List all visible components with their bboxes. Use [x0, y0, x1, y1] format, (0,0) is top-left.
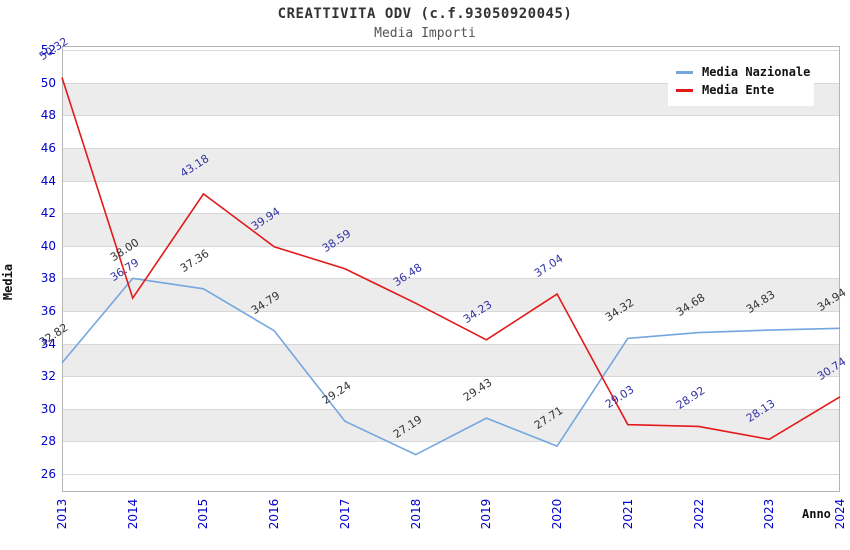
legend-swatch-media-nazionale-icon — [676, 70, 693, 74]
series-line-media-ente — [61, 77, 841, 441]
x-tick-label: 2019 — [479, 498, 494, 530]
x-tick-label: 2023 — [762, 498, 777, 530]
legend: Media Nazionale Media Ente — [668, 56, 814, 106]
y-tick-label: 44 — [40, 173, 56, 188]
series-line-media-nazionale — [61, 277, 841, 456]
y-tick-label: 50 — [40, 75, 56, 90]
x-axis-title: Anno — [802, 507, 831, 521]
y-gridline — [62, 82, 840, 84]
y-gridline — [62, 441, 840, 443]
y-gridline — [62, 245, 840, 247]
chart-title: CREATTIVITA ODV (c.f.93050920045) — [277, 6, 573, 22]
y-gridline — [62, 180, 840, 182]
y-tick-label: 30 — [40, 401, 56, 416]
y-tick-label: 36 — [40, 303, 56, 318]
plot-band — [62, 343, 840, 377]
y-tick-label: 38 — [40, 271, 56, 286]
x-tick-label: 2015 — [196, 498, 211, 530]
x-tick-label: 2018 — [408, 498, 423, 530]
y-gridline — [62, 310, 840, 312]
x-tick-label: 2024 — [833, 498, 847, 530]
plot-border — [62, 46, 840, 492]
y-axis-title: Media — [1, 263, 15, 301]
y-tick-label: 28 — [40, 434, 56, 449]
plot-band — [62, 278, 840, 311]
y-gridline — [62, 115, 840, 117]
x-tick-label: 2021 — [620, 498, 635, 530]
y-tick-label: 32 — [40, 369, 56, 384]
x-tick-label: 2022 — [691, 498, 706, 530]
x-tick-label: 2017 — [337, 498, 352, 530]
legend-label-media-ente: Media Ente — [702, 83, 775, 97]
y-tick-label: 46 — [40, 140, 56, 155]
y-gridline — [62, 474, 840, 476]
plot-band — [62, 147, 840, 181]
y-gridline — [62, 147, 840, 149]
y-tick-label: 40 — [40, 238, 56, 253]
y-tick-label: 42 — [40, 206, 56, 221]
legend-swatch-media-ente-icon — [676, 88, 693, 92]
x-tick-label: 2014 — [125, 498, 140, 530]
y-tick-label: 26 — [40, 467, 56, 482]
y-gridline — [62, 376, 840, 378]
plot-band — [62, 213, 840, 246]
x-tick-label: 2016 — [267, 498, 282, 530]
y-gridline — [62, 213, 840, 215]
legend-item-media-nazionale: Media Nazionale — [676, 63, 810, 81]
legend-item-media-ente: Media Ente — [676, 81, 806, 99]
y-tick-label: 52 — [40, 43, 56, 58]
x-tick-label: 2013 — [55, 498, 69, 530]
x-tick-label: 2020 — [550, 498, 565, 530]
legend-label-media-nazionale: Media Nazionale — [702, 65, 811, 79]
chart-subtitle: Media Importi — [374, 26, 476, 41]
y-gridline — [62, 408, 840, 410]
y-gridline — [62, 343, 840, 345]
y-tick-label: 34 — [40, 336, 56, 351]
y-gridline — [62, 50, 840, 52]
y-tick-label: 48 — [40, 108, 56, 123]
y-gridline — [62, 278, 840, 280]
series-lines — [61, 77, 841, 456]
